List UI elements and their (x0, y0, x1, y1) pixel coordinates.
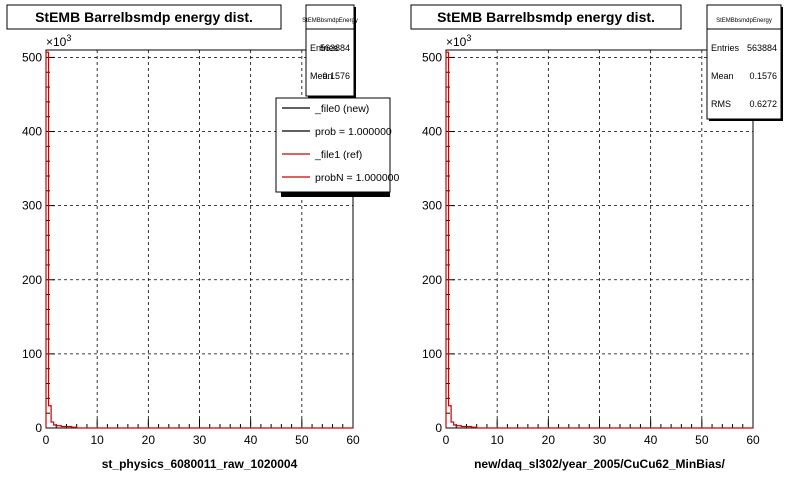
stats-label: RMS (711, 99, 731, 109)
x-tick-label: 40 (244, 433, 258, 447)
x-axis-label: st_physics_6080011_raw_1020004 (102, 457, 298, 471)
x-tick-label: 50 (695, 433, 709, 447)
x-tick-label: 20 (142, 433, 156, 447)
series-1-histogram (45, 51, 353, 429)
stats-value: 0.1576 (749, 71, 777, 81)
title-box (410, 4, 682, 30)
y-tick-label: 300 (22, 199, 42, 213)
stats-label: Mean (310, 71, 333, 81)
y-tick-label: 300 (422, 199, 442, 213)
x-axis-label: new/daq_sl302/year_2005/CuCu62_MinBias/ (474, 457, 725, 471)
stats-value: 0.1576 (322, 71, 350, 81)
stats-box (706, 4, 782, 120)
stats-title: StEMBbsmdpEnergy (716, 18, 772, 24)
chart-title: StEMB Barrelbsmdp energy dist. (437, 9, 655, 25)
x-tick-label: 30 (193, 433, 207, 447)
title-box (6, 4, 282, 30)
x-tick-label: 60 (746, 433, 760, 447)
stats-box (305, 4, 355, 97)
stats-value: 563884 (747, 43, 777, 53)
stats-label: Entries (310, 43, 339, 53)
x-tick-label: 40 (644, 433, 658, 447)
y-tick-label: 500 (422, 50, 442, 64)
legend-label: prob = 1.000000 (315, 126, 392, 138)
legend-label: _file1 (ref) (314, 149, 362, 161)
x-tick-label: 0 (443, 433, 450, 447)
chart-panel-2: 0 10 20 30 40 50 60 0 100 200 300 400 500 ×103 new/daq… (410, 4, 783, 471)
stats-label: Mean (711, 71, 734, 81)
y-tick-label: 500 (22, 50, 42, 64)
y-multiplier-label: ×103 (446, 33, 471, 49)
y-tick-label: 400 (422, 125, 442, 139)
x-tick-label: 60 (346, 433, 360, 447)
y-multiplier-label: ×103 (46, 33, 71, 49)
y-tick-label: 100 (22, 347, 42, 361)
stats-value: 563884 (320, 43, 350, 53)
chart-panel-1: 0 10 20 30 40 50 60 0 100 200 300 400 500 ×103 st_phys… (6, 4, 400, 471)
y-tick-label: 200 (422, 273, 442, 287)
legend-label: probN = 1.000000 (315, 172, 400, 184)
chart-title: StEMB Barrelbsmdp energy dist. (35, 9, 253, 25)
series-1-histogram (445, 51, 753, 429)
x-tick-label: 0 (43, 433, 50, 447)
y-tick-label: 200 (22, 273, 42, 287)
stats-title: StEMBbsmdpEnergy (302, 18, 358, 24)
y-tick-label: 0 (35, 421, 42, 435)
legend-label: _file0 (new) (314, 103, 369, 115)
y-tick-label: 0 (435, 421, 442, 435)
y-tick-label: 400 (22, 125, 42, 139)
y-tick-label: 100 (422, 347, 442, 361)
x-tick-label: 20 (542, 433, 556, 447)
legend-box (275, 97, 391, 193)
x-tick-label: 10 (90, 433, 104, 447)
stats-label: Entries (711, 43, 740, 53)
stats-value: 0.6272 (749, 99, 777, 109)
x-tick-label: 50 (295, 433, 309, 447)
x-tick-label: 30 (593, 433, 607, 447)
x-tick-label: 10 (490, 433, 504, 447)
